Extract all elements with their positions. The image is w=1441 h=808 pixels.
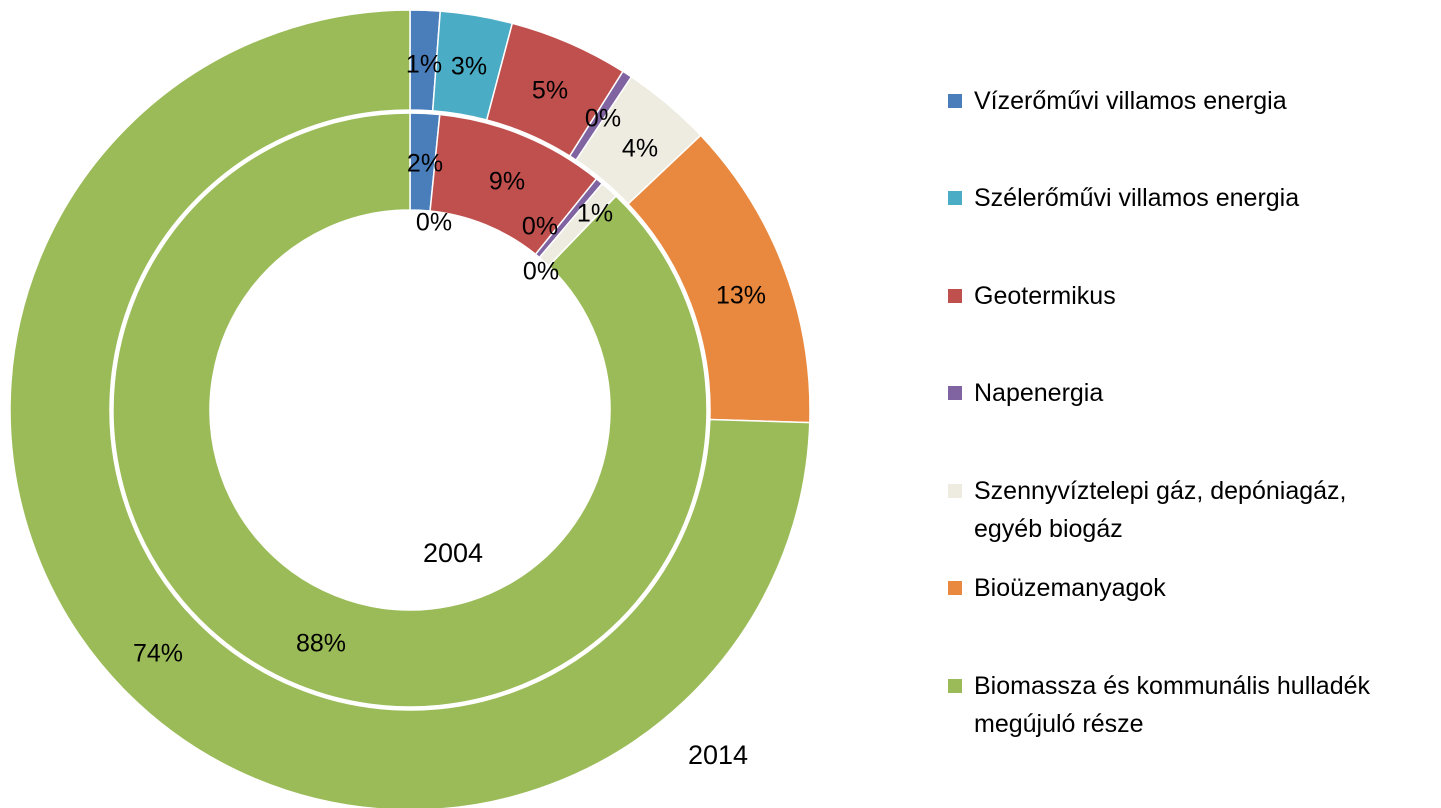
data-label: 13% — [716, 282, 766, 310]
legend-swatch — [948, 581, 962, 595]
data-label: 2% — [407, 150, 443, 178]
legend-label: Szélerőművi villamos energia — [974, 184, 1300, 212]
legend-label: Biomassza és kommunális hulladék megújul… — [974, 672, 1371, 738]
data-label: 74% — [133, 640, 183, 668]
legend-swatch — [948, 94, 962, 108]
data-label: 1% — [577, 200, 613, 228]
legend-item: Szélerőművi villamos energia — [948, 179, 1418, 217]
data-label: 5% — [532, 77, 568, 105]
data-label: 4% — [622, 135, 658, 163]
legend-swatch — [948, 679, 962, 693]
ring-label: 2014 — [688, 740, 748, 770]
data-label: 1% — [406, 51, 442, 79]
data-label: 9% — [489, 168, 525, 196]
legend-swatch — [948, 484, 962, 498]
legend-item: Szennyvíztelepi gáz, depóniagáz, egyéb b… — [948, 472, 1418, 548]
data-label: 0% — [522, 213, 558, 241]
legend-label: Geotermikus — [974, 282, 1116, 310]
donut-slice — [9, 9, 811, 808]
legend-label: Bioüzemanyagok — [974, 574, 1166, 602]
legend-swatch — [948, 289, 962, 303]
data-label: 3% — [451, 53, 487, 81]
data-label: 0% — [416, 209, 452, 237]
data-label: 88% — [296, 630, 346, 658]
legend-label: Vízerőművi villamos energia — [974, 87, 1287, 115]
legend-item: Vízerőművi villamos energia — [948, 82, 1418, 120]
legend-label: Szennyvíztelepi gáz, depóniagáz, egyéb b… — [974, 477, 1347, 543]
legend-item: Napenergia — [948, 374, 1418, 412]
legend-item: Biomassza és kommunális hulladék megújul… — [948, 667, 1418, 743]
legend-item: Geotermikus — [948, 277, 1418, 315]
legend-swatch — [948, 191, 962, 205]
legend-swatch — [948, 386, 962, 400]
legend-item: Bioüzemanyagok — [948, 569, 1418, 607]
legend-label: Napenergia — [974, 379, 1104, 407]
ring-label: 2004 — [423, 538, 483, 568]
data-label: 0% — [585, 105, 621, 133]
data-label: 0% — [523, 258, 559, 286]
donut-slice — [112, 112, 708, 708]
